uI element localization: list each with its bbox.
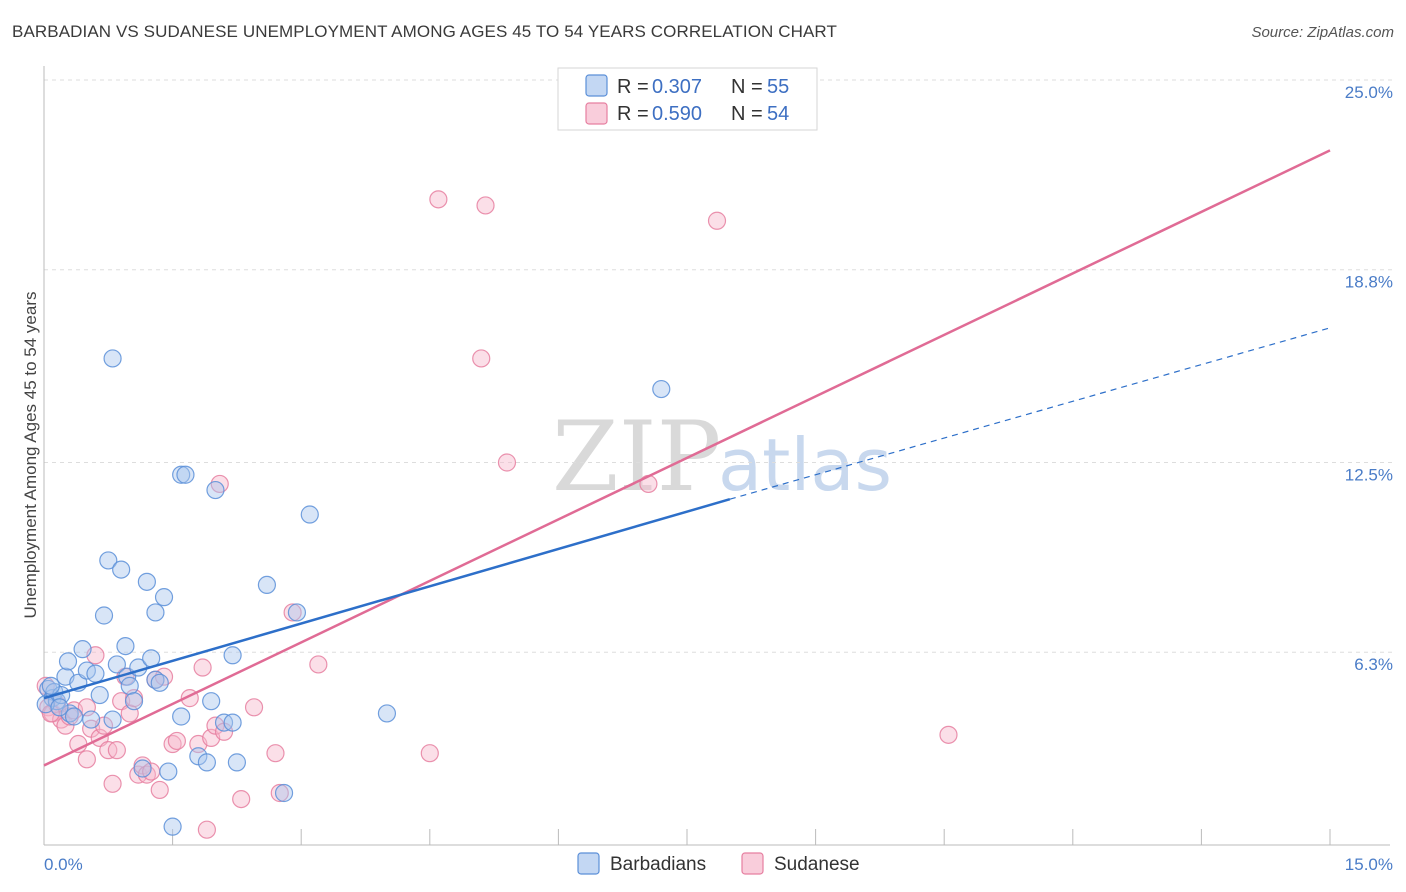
barbadian-point xyxy=(116,636,135,656)
barbadian-point xyxy=(159,762,178,781)
barbadian-point xyxy=(112,560,131,579)
legend-r-value-sudanese: 0.590 xyxy=(652,103,702,125)
series-legend: Barbadians Sudanese xyxy=(577,852,860,875)
series-legend-label-sudanese: Sudanese xyxy=(774,854,860,875)
barbadian-trend-line xyxy=(43,498,731,700)
x-tick-label-max: 15.0% xyxy=(1345,855,1393,874)
grid xyxy=(44,79,1392,653)
barbadian-point xyxy=(652,379,671,399)
barbadian-point xyxy=(133,759,152,778)
sudanese-point xyxy=(939,725,958,744)
barbadian-point xyxy=(94,606,114,625)
sudanese-point xyxy=(270,783,289,803)
sudanese-point xyxy=(429,190,448,209)
sudanese-point xyxy=(167,731,186,751)
barbadian-point xyxy=(120,676,139,695)
chart-title: BARBADIAN VS SUDANESE UNEMPLOYMENT AMONG… xyxy=(12,22,837,41)
barbadian-point xyxy=(274,783,294,803)
barbadian-point xyxy=(146,603,165,622)
legend-swatch-barbadians xyxy=(585,74,608,97)
sudanese-point xyxy=(103,774,122,793)
barbadian-point xyxy=(50,698,69,717)
sudanese-point xyxy=(77,750,96,769)
x-tick-label-min: 0.0% xyxy=(44,855,83,874)
sudanese-point xyxy=(283,603,302,622)
barbadian-point xyxy=(124,692,144,711)
barbadian-point xyxy=(223,646,242,665)
barbadian-point xyxy=(287,603,307,622)
legend-n-label-barbadians: N = xyxy=(731,76,763,98)
barbadian-point xyxy=(103,349,122,368)
barbadian-point xyxy=(41,676,60,695)
barbadian-point xyxy=(227,753,246,772)
sudanese-point xyxy=(497,453,517,472)
barbadian-point xyxy=(223,713,242,732)
sudanese-point xyxy=(107,741,126,760)
legend-r-label-sudanese: R = xyxy=(617,103,649,125)
legend-n-value-sudanese: 54 xyxy=(767,103,789,125)
sudanese-point xyxy=(472,349,491,368)
barbadian-point xyxy=(172,465,191,484)
sudanese-point xyxy=(707,211,727,230)
legend-r-value-barbadians: 0.307 xyxy=(652,76,702,98)
sudanese-point xyxy=(420,744,439,763)
barbadian-point xyxy=(82,710,101,729)
barbadian-point xyxy=(197,753,216,772)
barbadian-point xyxy=(137,572,156,591)
barbadian-point xyxy=(202,692,221,711)
y-tick-labels: 6.3% 12.5% 18.8% 25.0% xyxy=(1345,83,1393,674)
sudanese-point xyxy=(266,744,285,763)
barbadian-point xyxy=(90,685,109,705)
barbadian-point xyxy=(58,652,78,671)
sudanese-trend-line xyxy=(43,149,1331,767)
sudanese-point xyxy=(476,196,495,215)
legend-n-value-barbadians: 55 xyxy=(767,76,789,98)
barbadian-point xyxy=(107,655,126,674)
trend-lines xyxy=(43,149,1331,767)
sudanese-point xyxy=(193,658,212,677)
barbadian-point xyxy=(377,704,397,723)
barbadian-point xyxy=(150,673,169,692)
legend-n-label-sudanese: N = xyxy=(731,103,763,125)
sudanese-point xyxy=(244,698,264,717)
barbadian-point xyxy=(154,588,174,607)
barbadian-point xyxy=(176,465,195,484)
barbadian-points xyxy=(36,349,671,836)
sudanese-point xyxy=(309,655,328,674)
y-tick-label: 6.3% xyxy=(1354,655,1393,674)
barbadian-point xyxy=(172,707,191,726)
source-label: Source: ZipAtlas.com xyxy=(1251,24,1394,41)
series-legend-label-barbadians: Barbadians xyxy=(610,854,706,875)
sudanese-point xyxy=(150,780,169,800)
series-legend-swatch-sudanese xyxy=(741,852,764,875)
barbadian-point xyxy=(103,710,122,729)
watermark-atlas: atlas xyxy=(718,423,892,507)
watermark-zip: ZIP xyxy=(552,401,721,513)
y-tick-label: 12.5% xyxy=(1345,466,1393,485)
barbadian-point xyxy=(73,640,92,659)
y-tick-label: 18.8% xyxy=(1345,273,1393,292)
y-tick-label: 25.0% xyxy=(1345,83,1393,102)
barbadian-point xyxy=(86,664,105,683)
barbadian-point xyxy=(163,817,182,836)
legend-swatch-sudanese xyxy=(585,102,608,125)
barbadian-point xyxy=(300,505,319,524)
y-axis-label: Unemployment Among Ages 45 to 54 years xyxy=(21,292,40,619)
sudanese-point xyxy=(232,789,251,809)
barbadian-point xyxy=(64,707,84,726)
barbadian-point xyxy=(99,551,118,570)
stats-legend: R = 0.307 N = 55 R = 0.590 N = 54 xyxy=(557,67,818,131)
series-legend-swatch-barbadians xyxy=(577,852,600,875)
barbadian-point xyxy=(36,695,55,714)
barbadian-point xyxy=(257,575,277,595)
x-ticks xyxy=(43,829,1331,845)
barbadian-point xyxy=(206,480,225,500)
barbadian-trend-extension xyxy=(729,327,1331,500)
legend-r-label-barbadians: R = xyxy=(617,76,649,98)
sudanese-point xyxy=(197,820,216,839)
sudanese-points xyxy=(36,190,958,839)
